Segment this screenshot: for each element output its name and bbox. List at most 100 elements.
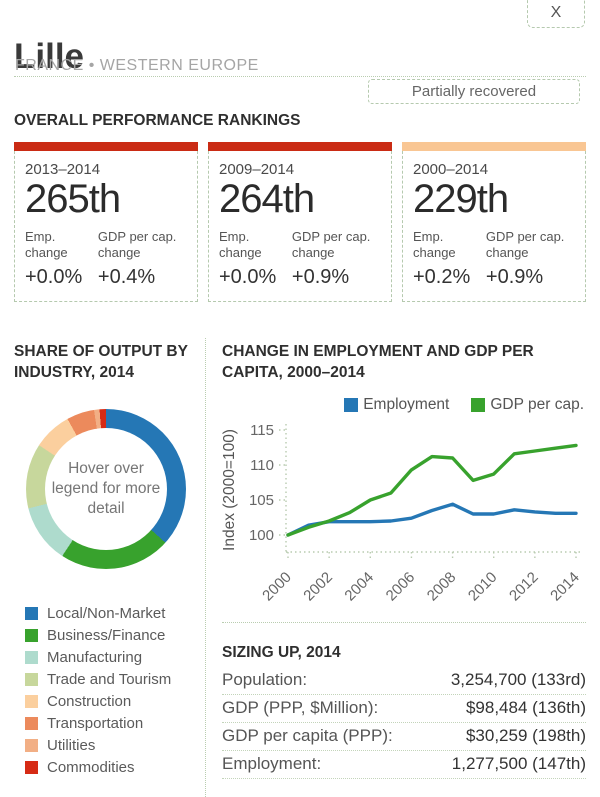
ranking-period: 2013–2014: [25, 161, 101, 178]
chart-text: 2012: [506, 569, 542, 602]
rankings-cards: 2013–2014 265th Emp. change +0.0% GDP pe…: [14, 142, 586, 302]
chart-text: 2002: [300, 569, 336, 602]
sizing-row-label: GDP (PPP, $Million):: [222, 698, 379, 717]
legend-swatch-icon: [25, 738, 38, 752]
ranking-card-color-bar: [402, 142, 586, 151]
chart-legend-item-gdp-per-cap-[interactable]: GDP per cap.: [471, 396, 584, 414]
emp-change-value: +0.2%: [413, 266, 471, 288]
legend-swatch-icon: [471, 398, 486, 412]
legend-label: Commodities: [47, 758, 135, 776]
chart-text: 2004: [341, 569, 377, 602]
industry-legend-item-utilities[interactable]: Utilities: [25, 734, 171, 756]
emp-change-label: Emp. change: [219, 229, 262, 261]
sizing-row-label: Employment:: [222, 754, 322, 773]
legend-label: Business/Finance: [47, 626, 166, 644]
industry-legend-item-trade-and-tourism[interactable]: Trade and Tourism: [25, 668, 171, 690]
ranking-card-color-bar: [14, 142, 198, 151]
legend-swatch-icon: [25, 672, 38, 686]
chart-text: 110: [250, 457, 274, 474]
close-button[interactable]: X: [527, 0, 585, 28]
sizing-row: Population: 3,254,700 (133rd): [222, 667, 586, 695]
legend-label: Construction: [47, 692, 132, 710]
legend-label: Trade and Tourism: [47, 670, 172, 688]
ranking-period: 2009–2014: [219, 161, 295, 178]
industry-donut-chart: Hover over legend for more detail: [26, 409, 186, 569]
chart-legend-item-employment[interactable]: Employment: [344, 396, 449, 414]
emp-change-value: +0.0%: [25, 266, 83, 288]
ranking-period: 2000–2014: [413, 161, 489, 178]
legend-swatch-icon: [25, 606, 38, 620]
line-series-employment: [286, 502, 578, 537]
sizing-row-label: GDP per capita (PPP):: [222, 726, 393, 745]
page-title: Lille: [14, 37, 85, 77]
ranking-card: 2013–2014 265th Emp. change +0.0% GDP pe…: [14, 142, 198, 302]
y-axis-label: Index (2000=100): [221, 429, 238, 551]
chart-text: 2010: [465, 569, 501, 602]
gdp-change-value: +0.9%: [291, 266, 350, 288]
ranking-card: 2009–2014 264th Emp. change +0.0% GDP pe…: [208, 142, 392, 302]
chart-text: 2006: [383, 569, 419, 602]
legend-swatch-icon: [25, 628, 38, 642]
line-series-gdp-per-cap-: [286, 443, 578, 537]
sizing-row-value: $98,484 (136th): [465, 698, 586, 717]
industry-legend-item-manufacturing[interactable]: Manufacturing: [25, 646, 171, 668]
chart-text: 2008: [424, 569, 460, 602]
industry-legend-item-construction[interactable]: Construction: [25, 690, 171, 712]
legend-label: Utilities: [47, 736, 96, 754]
legend-label: Transportation: [47, 714, 144, 732]
emp-change-label: Emp. change: [25, 229, 68, 261]
header-divider: [14, 76, 586, 77]
industry-legend-item-local-non-market[interactable]: Local/Non-Market: [25, 602, 171, 624]
sizing-row: GDP per capita (PPP): $30,259 (198th): [222, 723, 586, 751]
rankings-heading: OVERALL PERFORMANCE RANKINGS: [14, 112, 301, 129]
industry-heading: SHARE OF OUTPUT BY INDUSTRY, 2014: [14, 343, 188, 381]
sizing-row-value: $30,259 (198th): [465, 726, 586, 745]
gdp-change-label: GDP per cap. change: [485, 229, 565, 261]
chart-text: 115: [250, 422, 274, 439]
column-divider: [205, 338, 206, 797]
sizing-row-value: 3,254,700 (133rd): [450, 670, 586, 689]
sizing-divider: [222, 622, 586, 623]
legend-label: GDP per cap.: [490, 396, 584, 413]
legend-swatch-icon: [25, 760, 38, 774]
chart-text: 2014: [547, 569, 583, 602]
ranking-rank: 265th: [25, 177, 121, 221]
sizing-heading: SIZING UP, 2014: [222, 644, 341, 661]
chart-text: 105: [249, 492, 274, 509]
sizing-row: Employment: 1,277,500 (147th): [222, 751, 586, 779]
employment-gdp-line-chart: 100 105 110 115 2000 2002 2004 2006 2008 2010 2012…: [220, 412, 592, 607]
legend-label: Local/Non-Market: [47, 604, 166, 622]
emp-change-value: +0.0%: [219, 266, 277, 288]
ranking-rank: 264th: [219, 177, 315, 221]
sizing-row: GDP (PPP, $Million): $98,484 (136th): [222, 695, 586, 723]
donut-hover-hint: Hover over legend for more detail: [51, 459, 161, 518]
sizing-row-label: Population:: [222, 670, 308, 689]
legend-swatch-icon: [25, 716, 38, 730]
close-icon: X: [550, 4, 562, 21]
industry-legend-item-transportation[interactable]: Transportation: [25, 712, 171, 734]
employment-chart-legend: Employment GDP per cap.: [222, 396, 584, 414]
industry-legend-item-commodities[interactable]: Commodities: [25, 756, 171, 778]
legend-swatch-icon: [344, 398, 359, 412]
sizing-table: Population: 3,254,700 (133rd) GDP (PPP, $M…: [222, 667, 586, 779]
gdp-change-value: +0.9%: [485, 266, 544, 288]
emp-change-label: Emp. change: [413, 229, 456, 261]
legend-label: Manufacturing: [47, 648, 143, 666]
gdp-change-value: +0.4%: [97, 266, 156, 288]
page-subtitle: FRANCE • WESTERN EUROPE: [15, 57, 259, 74]
ranking-card-color-bar: [208, 142, 392, 151]
status-badge: Partially recovered: [368, 79, 580, 104]
chart-text: 2000: [259, 569, 295, 602]
industry-legend: Local/Non-Market Business/Finance Manufact…: [25, 602, 171, 778]
chart-text: 100: [249, 527, 274, 544]
employment-chart-heading: CHANGE IN EMPLOYMENT AND GDP PER CAPITA,…: [222, 343, 534, 381]
ranking-card: 2000–2014 229th Emp. change +0.2% GDP pe…: [402, 142, 586, 302]
legend-swatch-icon: [25, 650, 38, 664]
gdp-change-label: GDP per cap. change: [291, 229, 371, 261]
industry-legend-item-business-finance[interactable]: Business/Finance: [25, 624, 171, 646]
sizing-row-value: 1,277,500 (147th): [451, 754, 586, 773]
legend-label: Employment: [363, 396, 450, 413]
legend-swatch-icon: [25, 694, 38, 708]
ranking-rank: 229th: [413, 177, 509, 221]
